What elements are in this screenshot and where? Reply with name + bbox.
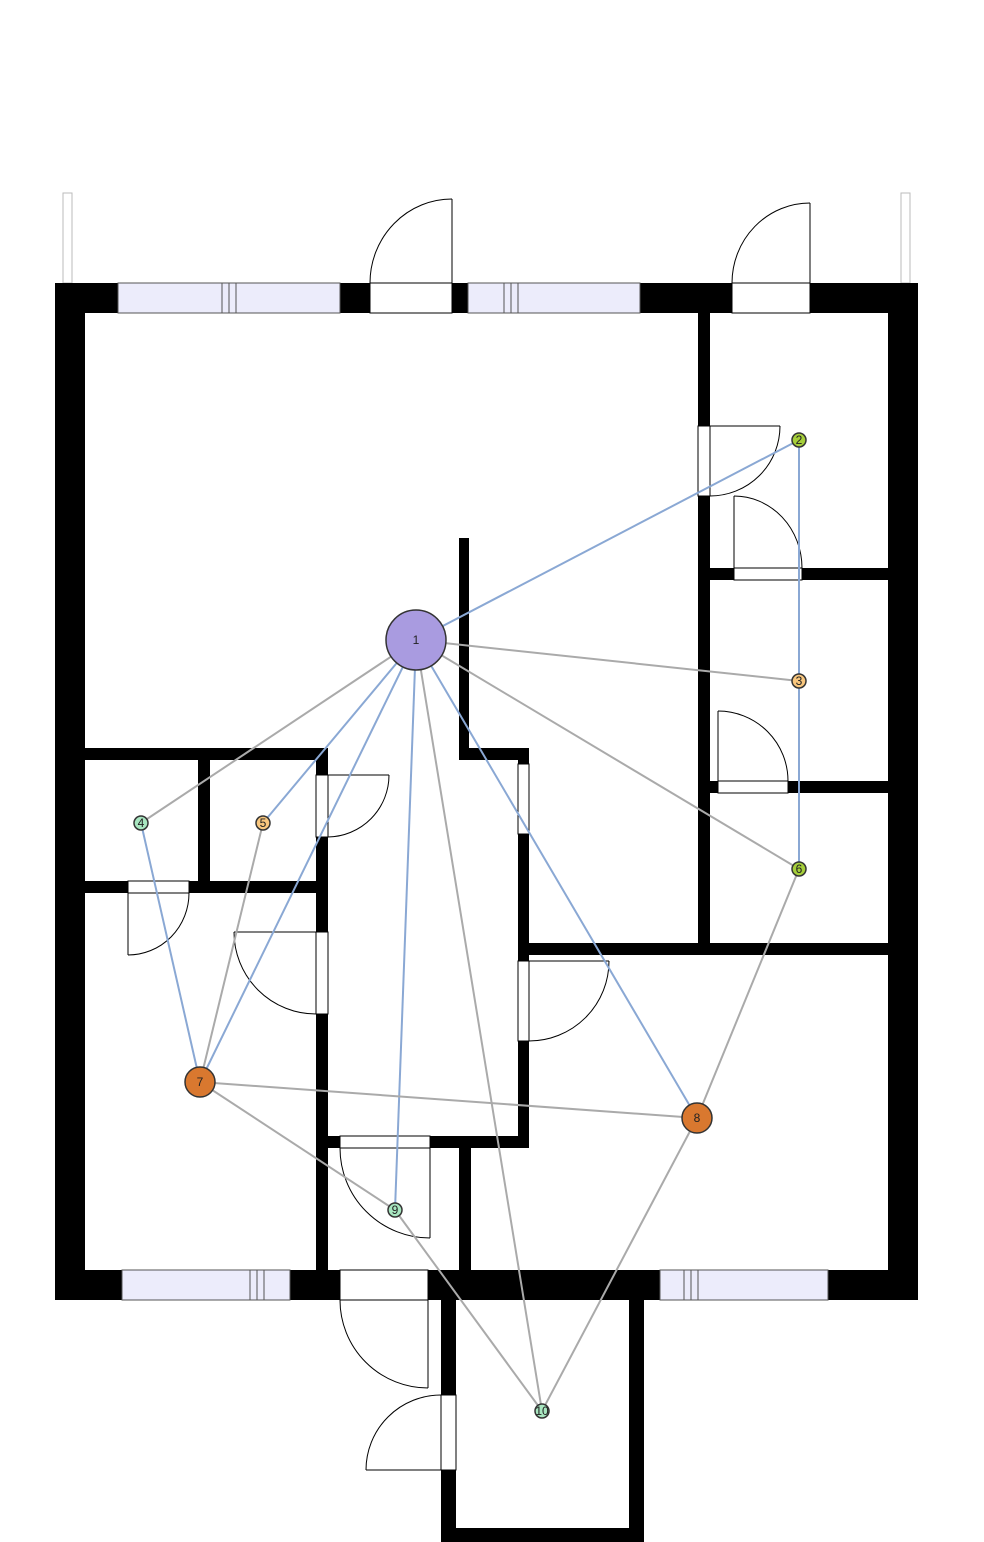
node-circle-2 bbox=[791, 432, 807, 448]
doors bbox=[127, 198, 811, 1471]
node-label-5: 5 bbox=[260, 816, 267, 830]
node-label-1: 1 bbox=[413, 633, 420, 647]
fence-post-right bbox=[900, 192, 911, 284]
node-circle-10 bbox=[534, 1403, 550, 1419]
node-circle-7 bbox=[184, 1066, 216, 1098]
node-3: 3 bbox=[791, 673, 807, 689]
node-5: 5 bbox=[255, 815, 271, 831]
node-label-8: 8 bbox=[694, 1111, 701, 1125]
edge-1-7 bbox=[199, 639, 417, 1083]
edge-5-7 bbox=[199, 822, 264, 1083]
node-circle-3 bbox=[791, 673, 807, 689]
node-circle-6 bbox=[791, 861, 807, 877]
edge-9-10 bbox=[394, 1209, 543, 1412]
node-circle-8 bbox=[681, 1102, 713, 1134]
edge-1-4 bbox=[140, 639, 417, 824]
node-9: 9 bbox=[387, 1202, 403, 1218]
edge-4-7 bbox=[140, 822, 201, 1083]
edge-1-3 bbox=[415, 639, 800, 682]
node-label-6: 6 bbox=[796, 862, 803, 876]
node-6: 6 bbox=[791, 861, 807, 877]
node-label-9: 9 bbox=[392, 1203, 399, 1217]
edge-7-8 bbox=[199, 1081, 698, 1119]
fence-post-left bbox=[62, 192, 73, 284]
edge-8-10 bbox=[541, 1117, 698, 1412]
edge-1-8 bbox=[415, 639, 698, 1119]
walls bbox=[55, 283, 918, 1542]
node-label-4: 4 bbox=[138, 816, 145, 830]
edge-7-9 bbox=[199, 1081, 396, 1211]
edge-6-8 bbox=[696, 868, 800, 1119]
node-label-3: 3 bbox=[796, 674, 803, 688]
connection-edges bbox=[140, 439, 800, 1412]
room-nodes: 1 2 3 4 5 6 7 8 9 10 bbox=[133, 432, 807, 1419]
edge-1-2 bbox=[415, 439, 800, 641]
node-2: 2 bbox=[791, 432, 807, 448]
edge-1-9 bbox=[394, 639, 417, 1211]
node-label-2: 2 bbox=[796, 433, 803, 447]
edge-1-10 bbox=[415, 639, 543, 1412]
windows bbox=[117, 282, 829, 1301]
node-label-10: 10 bbox=[535, 1404, 549, 1418]
node-1: 1 bbox=[385, 609, 447, 671]
node-4: 4 bbox=[133, 815, 149, 831]
node-label-7: 7 bbox=[197, 1075, 204, 1089]
edge-1-5 bbox=[262, 639, 417, 824]
node-circle-5 bbox=[255, 815, 271, 831]
node-circle-9 bbox=[387, 1202, 403, 1218]
node-circle-4 bbox=[133, 815, 149, 831]
node-7: 7 bbox=[184, 1066, 216, 1098]
node-10: 10 bbox=[534, 1403, 550, 1419]
node-circle-1 bbox=[385, 609, 447, 671]
node-8: 8 bbox=[681, 1102, 713, 1134]
edge-1-6 bbox=[415, 639, 800, 870]
